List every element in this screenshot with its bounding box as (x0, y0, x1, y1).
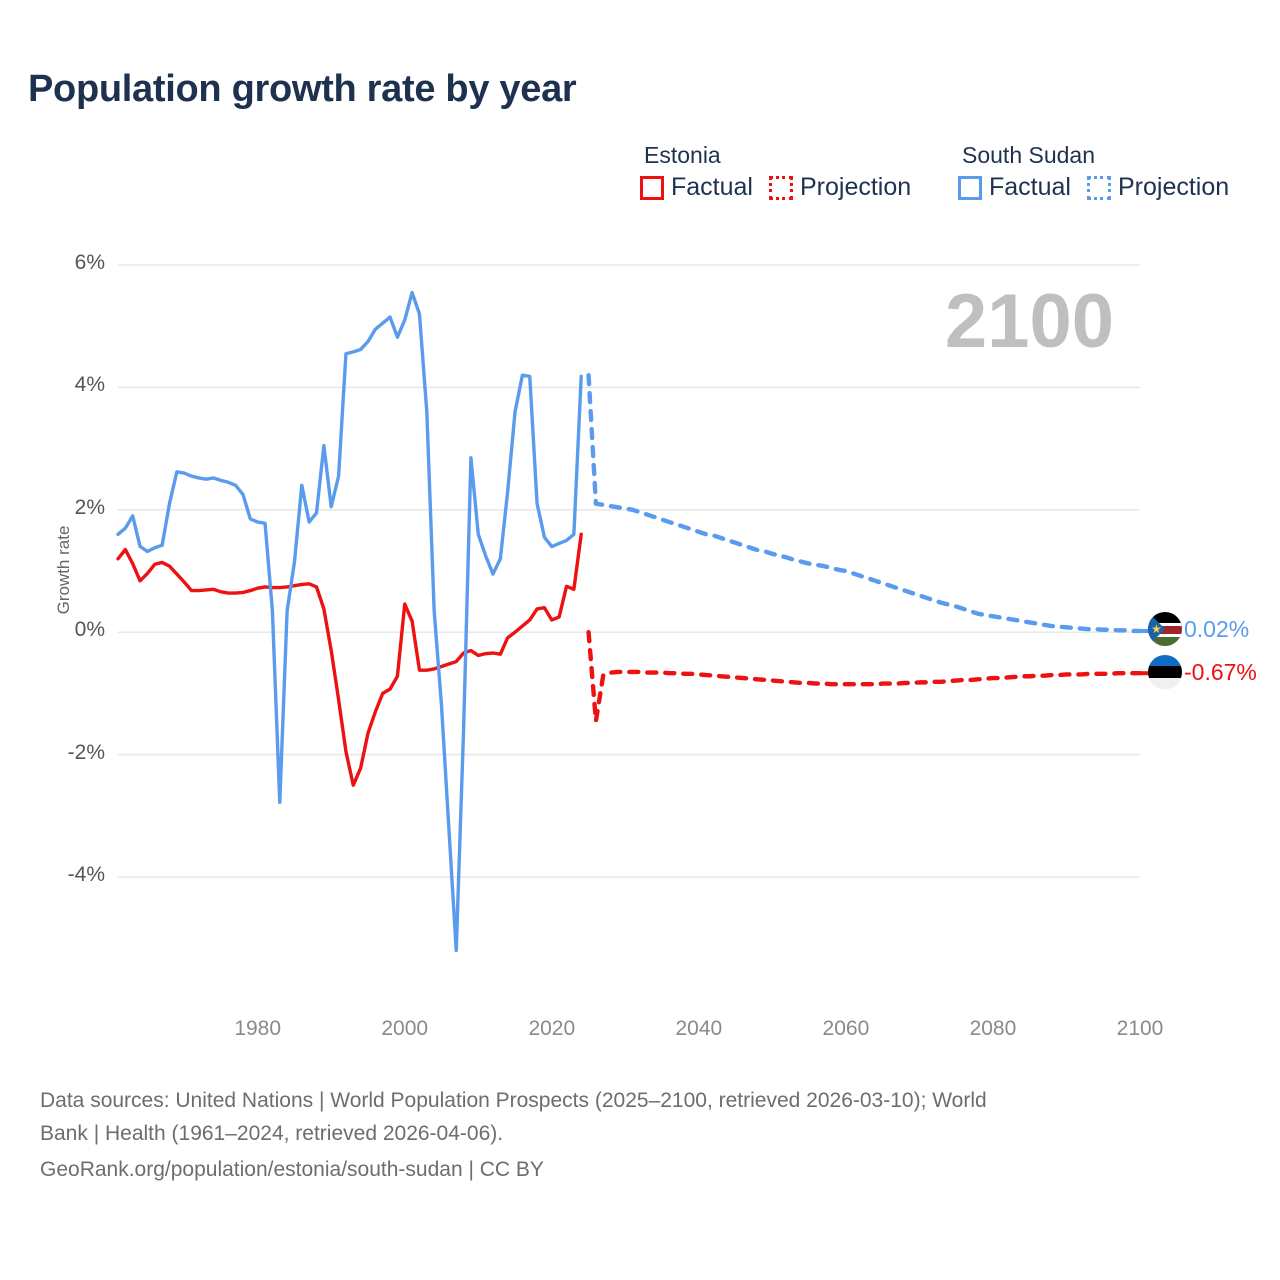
footer-line-3[interactable]: GeoRank.org/population/estonia/south-sud… (40, 1158, 544, 1182)
legend-item-label: Projection (799, 173, 912, 201)
series-line-south-sudan-factual (116, 290, 583, 953)
square-outline-dotted-icon (768, 175, 793, 200)
x-axis-tick-label: 2040 (675, 1017, 723, 1040)
footer-line-1: Data sources: United Nations | World Pop… (40, 1089, 987, 1112)
estonia-flag-icon (1148, 655, 1182, 689)
end-label-value: 0.02% (1184, 615, 1250, 642)
x-axis-tick-label: 1980 (234, 1017, 282, 1040)
legend-item-estonia-projection[interactable]: Projection (768, 173, 912, 202)
legend-item-label: Factual (671, 173, 753, 201)
legend: Estonia Factual Projection South Sudan F… (640, 142, 1252, 202)
end-label-south-sudan: ★ 0.02% (1148, 612, 1249, 646)
legend-item-label: Factual (989, 173, 1071, 201)
x-axis-tick-label: 2080 (969, 1017, 1017, 1040)
legend-item-label: Projection (1117, 173, 1230, 201)
y-axis-tick-label: -2% (67, 740, 105, 764)
square-outline-solid-icon (640, 175, 664, 200)
y-axis-tick-label: -4% (67, 863, 105, 886)
legend-item-south-sudan-factual[interactable]: Factual (958, 173, 1071, 202)
x-axis-tick-label: 2000 (381, 1017, 429, 1040)
end-label-value: -0.67% (1184, 658, 1257, 685)
series-line-south-sudan-projection (586, 372, 1143, 634)
page-title: Population growth rate by year (28, 68, 577, 110)
x-axis-tick-label: 2020 (528, 1017, 576, 1040)
legend-group-estonia: Estonia Factual Projection (640, 142, 958, 202)
legend-item-south-sudan-projection[interactable]: Projection (1086, 173, 1230, 202)
end-label-estonia: -0.67% (1148, 655, 1257, 689)
series-lines (116, 290, 1143, 953)
footer: Data sources: United Nations | World Pop… (40, 1085, 1240, 1187)
y-axis-tick-label: 6% (74, 251, 105, 274)
y-axis-tick-label: 0% (74, 618, 105, 642)
y-axis-tick-label: 2% (74, 495, 105, 519)
legend-group-south-sudan: South Sudan Factual Projection (958, 142, 1252, 202)
legend-item-estonia-factual[interactable]: Factual (640, 173, 753, 202)
series-line-estonia-factual (116, 532, 583, 787)
south-sudan-flag-icon: ★ (1148, 612, 1182, 646)
year-watermark: 2100 (944, 279, 1114, 364)
square-outline-solid-icon (958, 175, 982, 200)
x-axis-tick-label: 2100 (1116, 1017, 1164, 1040)
legend-country-label: Estonia (644, 142, 721, 168)
square-outline-dotted-icon (1086, 175, 1111, 200)
footer-line-2: Bank | Health (1961–2024, retrieved 2026… (40, 1121, 504, 1145)
series-line-estonia-projection (586, 630, 1143, 724)
legend-country-label: South Sudan (962, 142, 1096, 168)
x-axis-tick-label: 2060 (822, 1017, 870, 1040)
y-axis-tick-label: 4% (74, 373, 105, 397)
